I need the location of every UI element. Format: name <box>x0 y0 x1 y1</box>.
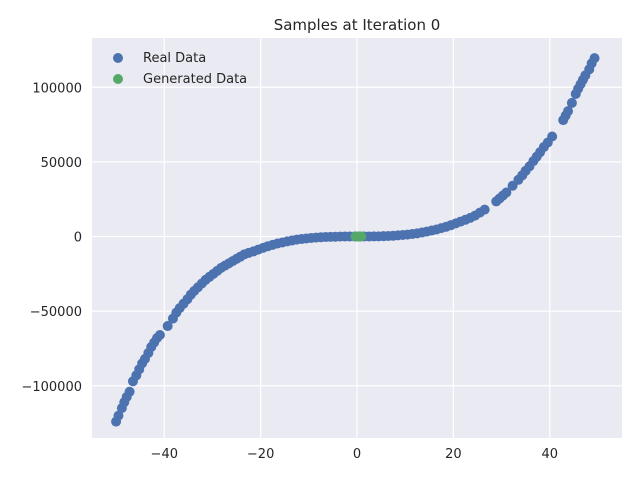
real-data-point <box>589 53 600 64</box>
y-tick-label: 0 <box>74 231 82 246</box>
legend-label-real-data: Real Data <box>143 51 206 66</box>
x-tick-label: 40 <box>541 447 558 462</box>
data-points <box>111 53 600 427</box>
real-data-point <box>563 106 574 117</box>
x-tick-label: 0 <box>353 447 361 462</box>
real-data-point <box>566 97 577 108</box>
real-data-point <box>547 131 558 142</box>
y-axis-ticks: −100000 −50000 0 50000 100000 <box>21 81 82 395</box>
y-tick-label: −100000 <box>21 380 82 395</box>
y-tick-label: −50000 <box>30 305 82 320</box>
generated-data-point <box>356 231 367 242</box>
y-tick-label: 50000 <box>41 156 82 171</box>
legend: Real Data Generated Data <box>113 51 247 87</box>
x-tick-label: −40 <box>151 447 178 462</box>
real-data-point <box>501 187 512 198</box>
x-axis-ticks: −40 −20 0 20 40 <box>151 447 558 462</box>
real-data-point <box>154 330 165 341</box>
y-tick-label: 100000 <box>32 81 82 96</box>
real-data-point <box>479 204 490 215</box>
x-tick-label: 20 <box>445 447 462 462</box>
legend-marker-generated-data <box>113 74 123 84</box>
real-data-point <box>124 386 135 397</box>
real-data-point <box>113 410 124 421</box>
chart-title: Samples at Iteration 0 <box>274 16 441 34</box>
x-tick-label: −20 <box>247 447 274 462</box>
real-data-point <box>162 321 173 332</box>
legend-label-generated-data: Generated Data <box>143 72 247 87</box>
legend-marker-real-data <box>113 53 123 63</box>
